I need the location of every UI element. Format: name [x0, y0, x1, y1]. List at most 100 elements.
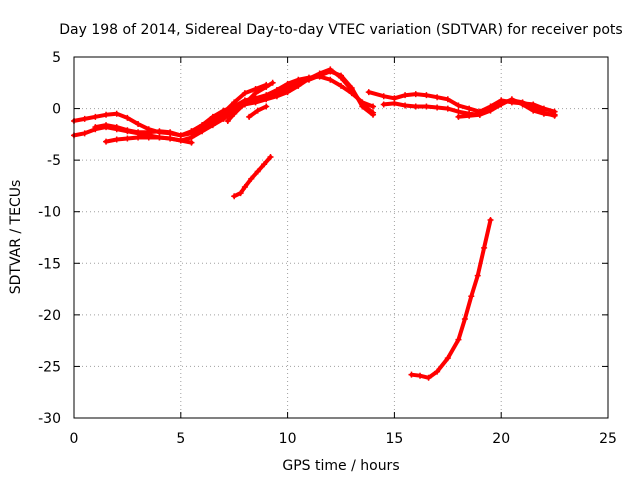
data-point: [476, 111, 483, 118]
data-point: [188, 134, 195, 141]
data-point: [220, 109, 227, 116]
series-track-4: [103, 134, 195, 146]
data-point: [199, 122, 206, 129]
y-tick-label: 0: [52, 102, 61, 118]
data-point: [540, 109, 547, 116]
y-tick-label: -30: [38, 411, 61, 427]
data-point: [246, 113, 253, 120]
data-point: [284, 89, 291, 96]
data-point: [156, 134, 163, 141]
data-point: [145, 134, 152, 141]
data-point: [167, 135, 174, 142]
data-point: [113, 110, 120, 117]
data-series: [71, 66, 558, 381]
data-point: [92, 113, 99, 120]
data-point: [408, 371, 415, 378]
data-point: [519, 99, 526, 106]
data-point: [305, 75, 312, 82]
data-point: [348, 87, 355, 94]
data-point: [423, 92, 430, 99]
series-track-11: [455, 97, 558, 120]
data-point: [365, 89, 372, 96]
chart-title: Day 198 of 2014, Sidereal Day-to-day VTE…: [59, 22, 622, 38]
x-tick-label: 5: [176, 431, 185, 447]
ticks: 0 5 10 15 20 25 5 0 -5 -10 -15 -20 -25 -30: [38, 50, 617, 447]
data-point: [455, 336, 462, 343]
data-point: [263, 83, 270, 90]
data-point: [241, 100, 248, 107]
data-point: [370, 109, 377, 116]
data-point: [267, 154, 274, 161]
x-tick-label: 15: [385, 431, 403, 447]
data-point: [124, 135, 131, 142]
data-point: [455, 113, 462, 120]
data-point: [81, 130, 88, 137]
y-axis-title: SDTVAR / TECUs: [8, 180, 24, 295]
data-point: [455, 108, 462, 115]
data-point: [263, 96, 270, 103]
data-point: [209, 115, 216, 122]
data-point: [81, 115, 88, 122]
data-point: [124, 114, 131, 121]
plot-border: [73, 56, 609, 419]
x-tick-label: 20: [492, 431, 510, 447]
data-point: [434, 104, 441, 111]
data-point: [273, 93, 280, 100]
data-point: [135, 121, 142, 128]
data-point: [252, 90, 259, 97]
data-point: [248, 175, 255, 182]
data-point: [241, 90, 248, 97]
data-point: [402, 102, 409, 109]
data-point: [423, 103, 430, 110]
series-track-6: [224, 79, 276, 124]
data-point: [468, 293, 475, 300]
series-track-7: [246, 103, 270, 120]
data-point: [461, 315, 468, 322]
data-point: [338, 74, 344, 81]
data-point: [380, 101, 387, 108]
data-point: [135, 129, 142, 136]
data-point: [103, 122, 110, 129]
series-track-8: [231, 154, 274, 200]
data-point: [417, 372, 424, 379]
data-point: [338, 82, 344, 89]
data-point: [391, 95, 398, 102]
x-tick-label: 0: [70, 431, 79, 447]
data-point: [487, 105, 494, 112]
data-point: [224, 117, 231, 124]
grid: [74, 57, 608, 418]
data-point: [124, 127, 131, 134]
series-track-12: [408, 216, 494, 381]
data-point: [269, 79, 276, 86]
data-point: [231, 110, 238, 117]
data-point: [481, 244, 488, 251]
data-point: [474, 272, 481, 279]
data-point: [209, 122, 216, 129]
data-point: [466, 105, 473, 112]
data-point: [188, 128, 195, 135]
data-point: [359, 101, 366, 108]
y-tick-label: -15: [38, 256, 61, 272]
data-point: [444, 96, 451, 103]
data-point: [412, 103, 419, 110]
data-point: [412, 91, 419, 98]
y-tick-label: -10: [38, 205, 61, 221]
data-point: [508, 97, 515, 104]
data-point: [466, 112, 473, 119]
data-point: [145, 129, 152, 136]
data-point: [103, 111, 110, 118]
data-point: [370, 103, 377, 110]
data-point: [380, 93, 387, 100]
data-point: [498, 99, 505, 106]
data-point: [220, 115, 227, 122]
data-point: [402, 92, 409, 99]
data-point: [156, 128, 163, 135]
data-point: [177, 137, 184, 144]
data-point: [199, 128, 206, 135]
data-point: [551, 112, 558, 119]
data-point: [254, 107, 261, 114]
data-point: [113, 136, 120, 143]
data-point: [425, 374, 432, 381]
